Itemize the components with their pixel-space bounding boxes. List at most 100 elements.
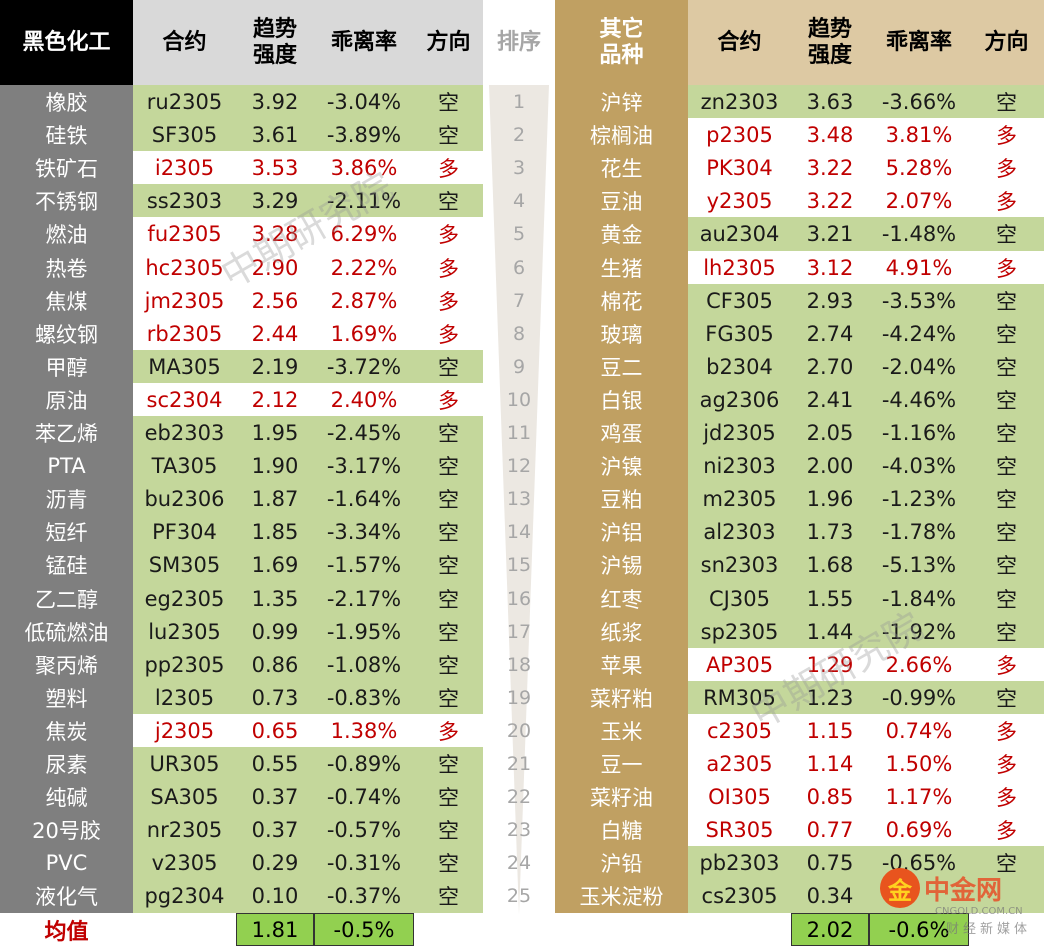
left_rows-contract-cell: j2305 [133,714,236,747]
left_rows-deviation-cell: 3.86% [314,151,414,184]
left_rows-contract-cell: SM305 [133,548,236,582]
right_rows-direction-cell: 空 [969,416,1044,449]
right_rows-deviation-cell: -3.66% [869,85,969,118]
right_rows-contract-cell: cs2305 [688,879,791,913]
right-deviation-header: 乖离率 [869,0,969,85]
right_rows-deviation-cell: 2.07% [869,184,969,217]
right_rows-name-cell: 棕榈油 [555,118,688,151]
left_rows-contract-cell: eb2303 [133,416,236,449]
left_rows-deviation-cell: -3.72% [314,350,414,383]
rank-cell: 6 [512,256,526,279]
right_rows-direction-cell: 空 [969,317,1044,350]
left_rows-direction-cell: 空 [414,482,483,515]
right_rows-trend-cell: 0.85 [791,780,869,813]
left_rows-direction-cell: 空 [414,515,483,548]
rank-cell: 19 [506,686,532,709]
right_rows-name-cell: 豆粕 [555,482,688,515]
right_rows-direction-cell: 空 [969,284,1044,317]
left_rows-direction-cell: 空 [414,648,483,681]
left_rows-name-cell: 螺纹钢 [0,317,133,350]
left_rows-deviation-cell: -3.89% [314,118,414,151]
right_rows-contract-cell: AP305 [688,648,791,681]
right_rows-deviation-cell: -0.65% [869,846,969,879]
right-category-header: 其它 品种 [555,0,688,85]
rank-cell: 12 [506,454,532,477]
left_rows-direction-cell: 多 [414,317,483,350]
right_rows-name-cell: 沪锌 [555,85,688,118]
right_rows-direction-cell: 空 [969,85,1044,118]
left_rows-name-cell: 短纤 [0,515,133,548]
left_rows-trend-cell: 0.65 [236,714,314,747]
left-trend-average: 1.81 [236,913,314,946]
left_rows-contract-cell: PF304 [133,515,236,548]
left_rows-deviation-cell: -1.64% [314,482,414,515]
left_rows-name-cell: 甲醇 [0,350,133,383]
right_rows-direction-cell: 多 [969,184,1044,217]
left_rows-direction-cell: 多 [414,251,483,284]
right_rows-contract-cell: c2305 [688,714,791,747]
right_rows-contract-cell: PK304 [688,151,791,184]
left_rows-name-cell: 不锈钢 [0,184,133,217]
left_rows-contract-cell: lu2305 [133,615,236,648]
right_rows-direction-cell: 空 [969,482,1044,515]
right_rows-contract-cell: CF305 [688,284,791,317]
right_rows-direction-cell [969,879,1044,913]
right_rows-direction-cell: 空 [969,515,1044,548]
left_rows-name-cell: 燃油 [0,217,133,251]
right-contract-header: 合约 [688,0,791,85]
right_rows-direction-cell: 多 [969,714,1044,747]
logo-url: CNGOLD.COM.CN [935,906,1023,917]
right_rows-contract-cell: lh2305 [688,251,791,284]
right_rows-trend-cell: 1.68 [791,548,869,582]
left_rows-direction-cell: 多 [414,217,483,251]
right_rows-contract-cell: zn2303 [688,85,791,118]
right_rows-direction-cell: 空 [969,681,1044,714]
left_rows-name-cell: 沥青 [0,482,133,515]
left_rows-trend-cell: 1.90 [236,449,314,482]
right_rows-name-cell: 豆一 [555,747,688,780]
left_rows-name-cell: 液化气 [0,879,133,913]
right_rows-direction-cell: 空 [969,582,1044,615]
left_rows-name-cell: 乙二醇 [0,582,133,615]
right_rows-name-cell: 沪铝 [555,515,688,548]
right_rows-trend-cell: 2.05 [791,416,869,449]
left_rows-deviation-cell: -3.04% [314,85,414,118]
left_rows-contract-cell: TA305 [133,449,236,482]
logo-subtitle: 财经新媒体 [946,922,1032,937]
rank-cell: 5 [512,223,526,245]
right_rows-trend-cell: 3.21 [791,217,869,251]
left_rows-name-cell: 纯碱 [0,780,133,813]
right_rows-deviation-cell: -1.78% [869,515,969,548]
rank-cell: 20 [506,719,532,742]
rank-cell: 7 [512,289,526,312]
rank-cell: 10 [506,388,532,411]
right_rows-contract-cell: al2303 [688,515,791,548]
right_rows-name-cell: 棉花 [555,284,688,317]
right-trend-header: 趋势 强度 [791,0,869,85]
right_rows-contract-cell: a2305 [688,747,791,780]
left_rows-direction-cell: 空 [414,548,483,582]
left_rows-deviation-cell: -0.74% [314,780,414,813]
right_rows-deviation-cell: 0.74% [869,714,969,747]
right_rows-deviation-cell: 0.69% [869,813,969,846]
left_rows-direction-cell: 空 [414,350,483,383]
right_rows-name-cell: 鸡蛋 [555,416,688,449]
right_rows-deviation-cell: -4.46% [869,383,969,416]
rank-cell: 21 [506,752,532,775]
right_rows-direction-cell: 多 [969,151,1044,184]
left_rows-contract-cell: pg2304 [133,879,236,913]
right-trend-average: 2.02 [791,913,869,946]
rank-cell: 17 [506,620,532,643]
left_rows-name-cell: 苯乙烯 [0,416,133,449]
right_rows-contract-cell: RM305 [688,681,791,714]
right_rows-deviation-cell: -5.13% [869,548,969,582]
right_rows-trend-cell: 1.14 [791,747,869,780]
right_rows-deviation-cell: -3.53% [869,284,969,317]
left_rows-name-cell: 铁矿石 [0,151,133,184]
rank-taper-shape [489,85,549,915]
right_rows-contract-cell: FG305 [688,317,791,350]
right_rows-direction-cell: 空 [969,449,1044,482]
left-direction-header: 方向 [414,0,483,85]
right_rows-deviation-cell: 5.28% [869,151,969,184]
left_rows-direction-cell: 空 [414,449,483,482]
